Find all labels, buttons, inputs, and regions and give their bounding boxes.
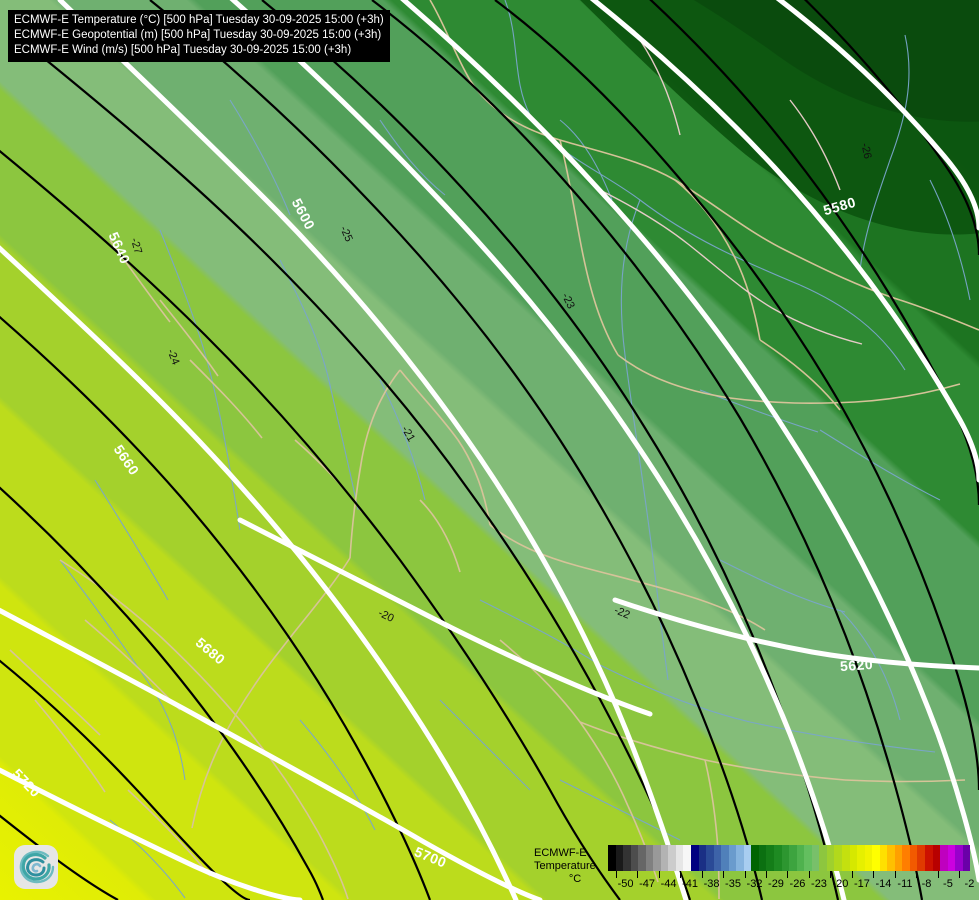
colorbar-swatch bbox=[736, 845, 744, 871]
colorbar-ticks bbox=[608, 871, 970, 878]
colorbar-swatch bbox=[894, 845, 903, 871]
colorbar-tick-label: -41 bbox=[682, 878, 698, 890]
colorbar-swatch bbox=[887, 845, 895, 871]
colorbar-swatch bbox=[819, 845, 827, 871]
colorbar-tick bbox=[851, 871, 853, 878]
colorbar-swatch bbox=[758, 845, 767, 871]
colorbar-swatch bbox=[924, 845, 933, 871]
colorbar-swatches bbox=[608, 845, 971, 871]
colorbar-swatch bbox=[811, 845, 820, 871]
colorbar-swatch bbox=[940, 845, 948, 871]
colorbar-swatch bbox=[849, 845, 858, 871]
colorbar-swatch bbox=[932, 845, 941, 871]
colorbar-swatch bbox=[615, 845, 624, 871]
colorbar-swatch bbox=[766, 845, 775, 871]
colorbar-tick-label: -17 bbox=[854, 878, 870, 890]
colorbar-tick bbox=[658, 871, 660, 878]
legend-model: ECMWF-E bbox=[534, 847, 587, 859]
colorbar-tick bbox=[894, 871, 896, 878]
colorbar-swatch bbox=[872, 845, 880, 871]
colorbar-tick-labels: -50 -47 -44 -41 -38 -35 -32 -29 -26 -23 -20 -17 -14-… bbox=[608, 878, 975, 892]
colorbar-swatch bbox=[668, 845, 676, 871]
colorbar-swatch bbox=[691, 845, 699, 871]
colorbar-swatch bbox=[728, 845, 737, 871]
colorbar-tick-label: -2 bbox=[964, 878, 975, 890]
title-line-temperature: ECMWF-E Temperature (°C) [500 hPa] Tuesd… bbox=[14, 14, 384, 26]
colorbar-tick bbox=[873, 871, 875, 878]
colorbar-swatch bbox=[713, 845, 722, 871]
colorbar-tick bbox=[680, 871, 682, 878]
geopotential-contour-label: 5620 bbox=[839, 655, 874, 675]
colorbar-swatch bbox=[879, 845, 888, 871]
colorbar-tick-label: -35 bbox=[725, 878, 741, 890]
colorbar-swatch bbox=[841, 845, 850, 871]
colorbar-swatch bbox=[962, 845, 971, 871]
chart-title-block: ECMWF-E Temperature (°C) [500 hPa] Tuesd… bbox=[8, 10, 390, 62]
temperature-colorbar-legend: ECMWF-E Temperature °C -50 -47 -44 -41 -38 -3… bbox=[522, 843, 974, 895]
colorbar-swatch bbox=[645, 845, 654, 871]
colorbar-swatch bbox=[804, 845, 812, 871]
colorbar-tick-label: -8 bbox=[921, 878, 932, 890]
colorbar-swatch bbox=[909, 845, 918, 871]
colorbar-swatch bbox=[653, 845, 661, 871]
colorbar-swatch bbox=[781, 845, 790, 871]
colorbar-swatch bbox=[623, 845, 631, 871]
colorbar-swatch bbox=[917, 845, 925, 871]
colorbar-tick-label: -44 bbox=[660, 878, 677, 890]
colorbar-tick bbox=[937, 871, 939, 878]
colorbar-tick-label: -5 bbox=[943, 878, 953, 890]
colorbar-tick bbox=[787, 871, 789, 878]
colorbar-tick bbox=[808, 871, 810, 878]
colorbar-swatch bbox=[751, 845, 759, 871]
colorbar-swatch bbox=[789, 845, 797, 871]
colorbar-tick bbox=[637, 871, 639, 878]
colorbar-tick-label: -47 bbox=[639, 878, 655, 890]
colorbar-swatch bbox=[864, 845, 873, 871]
colorbar-tick-label: -26 bbox=[789, 878, 806, 890]
colorbar-tick bbox=[916, 871, 918, 878]
colorbar-swatch bbox=[638, 845, 646, 871]
colorbar-tick bbox=[701, 871, 703, 878]
colorbar-swatch bbox=[947, 845, 956, 871]
colorbar-tick-label: -32 bbox=[746, 878, 763, 890]
colorbar-swatch bbox=[826, 845, 835, 871]
colorbar-swatch bbox=[675, 845, 684, 871]
colorbar-swatch bbox=[774, 845, 782, 871]
colorbar-swatch bbox=[857, 845, 865, 871]
spiral-logo[interactable] bbox=[14, 845, 58, 889]
colorbar-swatch bbox=[698, 845, 707, 871]
colorbar-swatch bbox=[683, 845, 692, 871]
legend-parameter: Temperature bbox=[534, 860, 596, 872]
colorbar-swatch bbox=[796, 845, 805, 871]
colorbar-tick-label: -11 bbox=[897, 878, 913, 890]
colorbar-tick bbox=[744, 871, 746, 878]
colorbar-swatch bbox=[630, 845, 639, 871]
colorbar-swatch bbox=[706, 845, 714, 871]
colorbar-swatch bbox=[902, 845, 910, 871]
colorbar-tick bbox=[723, 871, 724, 878]
colorbar-tick bbox=[959, 871, 961, 878]
legend-units: °C bbox=[568, 873, 582, 885]
colorbar-swatch bbox=[834, 845, 842, 871]
legend-caption: ECMWF-E Temperature °C bbox=[534, 847, 616, 886]
colorbar-tick-label: -23 bbox=[811, 878, 827, 890]
title-line-wind: ECMWF-E Wind (m/s) [500 hPa] Tuesday 30-… bbox=[14, 44, 352, 56]
spiral-logo-icon bbox=[19, 850, 55, 884]
colorbar-swatch bbox=[608, 845, 616, 871]
colorbar-tick-label: -20 bbox=[832, 878, 849, 890]
colorbar-tick bbox=[830, 871, 832, 878]
colorbar-tick-label: -29 bbox=[768, 878, 784, 890]
colorbar-tick-label: -38 bbox=[703, 878, 720, 890]
colorbar-tick-label: -14 bbox=[875, 878, 892, 890]
colorbar-swatch bbox=[743, 845, 752, 871]
colorbar-swatch bbox=[660, 845, 669, 871]
colorbar-tick bbox=[615, 871, 617, 878]
colorbar-swatch bbox=[955, 845, 963, 871]
colorbar-tick bbox=[765, 871, 767, 878]
colorbar-tick-label: -50 bbox=[617, 878, 634, 890]
colorbar-swatch bbox=[721, 845, 729, 871]
title-line-geopotential: ECMWF-E Geopotential (m) [500 hPa] Tuesd… bbox=[14, 29, 382, 41]
